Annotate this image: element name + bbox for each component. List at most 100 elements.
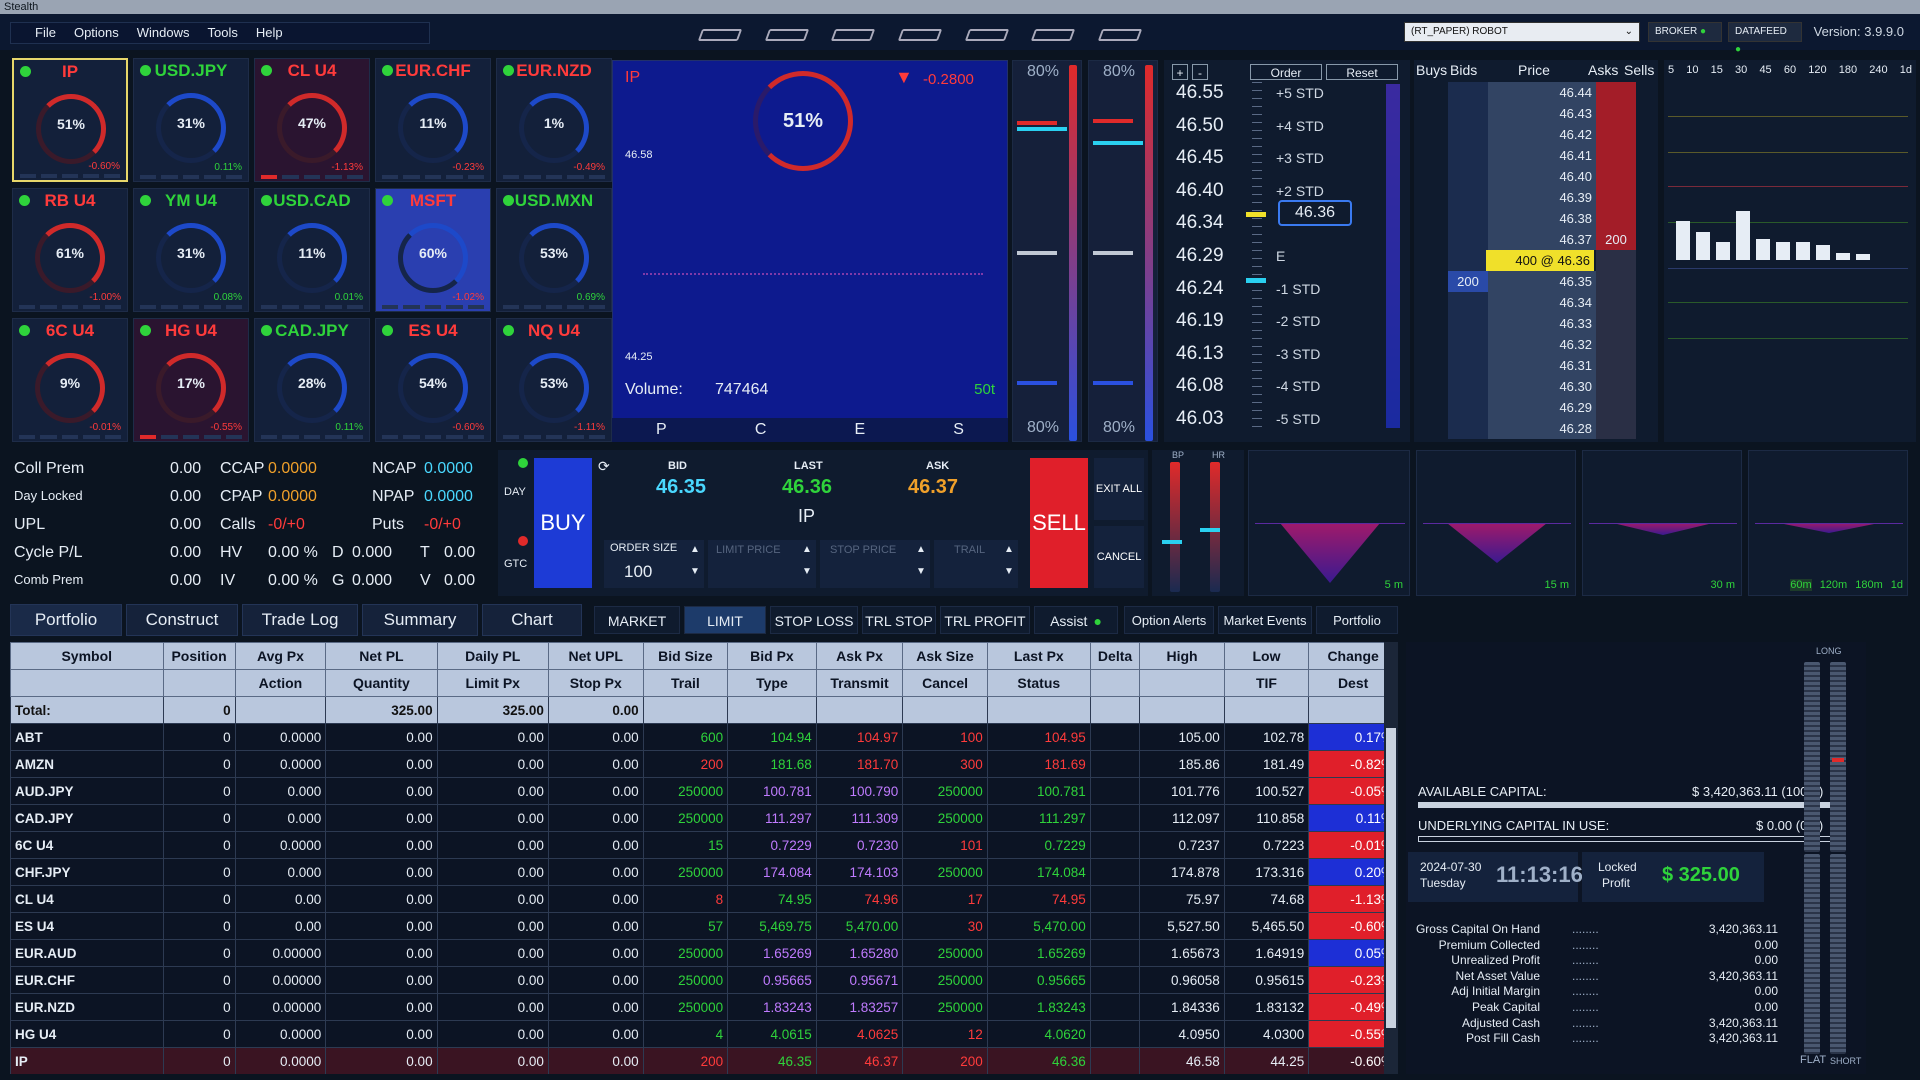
- column-header[interactable]: Low: [1223, 642, 1310, 670]
- period-label[interactable]: 30: [1735, 64, 1748, 76]
- book-row[interactable]: 46.32: [1414, 334, 1658, 355]
- book-row[interactable]: 46.41: [1414, 145, 1658, 166]
- column-header[interactable]: Transmit: [815, 669, 904, 697]
- column-header[interactable]: Net PL: [325, 642, 438, 670]
- period-label[interactable]: 240: [1869, 64, 1888, 76]
- order-tab-limit[interactable]: LIMIT: [684, 606, 766, 634]
- book-row[interactable]: 46.43: [1414, 103, 1658, 124]
- column-header[interactable]: Bid Px: [727, 642, 817, 670]
- order-tab-market[interactable]: MARKET: [594, 606, 680, 634]
- column-header[interactable]: Last Px: [986, 642, 1091, 670]
- cancel-button[interactable]: CANCEL: [1094, 526, 1144, 588]
- watch-tile[interactable]: RB U4 61% -1.00%: [12, 188, 128, 312]
- book-ask-cell[interactable]: [1596, 250, 1636, 271]
- watch-tile[interactable]: YM U4 31% 0.08%: [133, 188, 249, 312]
- buy-button[interactable]: BUY: [534, 458, 592, 588]
- book-bid-cell[interactable]: [1448, 166, 1488, 187]
- watch-tile[interactable]: EUR.CHF 11% -0.23%: [375, 58, 491, 182]
- ladder-price[interactable]: 46.34: [1176, 212, 1224, 234]
- ladder-price[interactable]: 46.19: [1176, 310, 1224, 332]
- order-tab-option-alerts[interactable]: Option Alerts: [1124, 606, 1214, 634]
- order-tab-trl-profit[interactable]: TRL PROFIT: [940, 606, 1030, 634]
- book-bid-cell[interactable]: [1448, 376, 1488, 397]
- tif-day[interactable]: DAY: [504, 486, 526, 498]
- order-tab-assist[interactable]: Assist ●: [1034, 606, 1118, 634]
- column-header[interactable]: Cancel: [902, 669, 988, 697]
- column-header[interactable]: Delta: [1089, 642, 1141, 670]
- column-header[interactable]: Net UPL: [547, 642, 644, 670]
- column-header[interactable]: [10, 669, 164, 697]
- column-header[interactable]: Trail: [642, 669, 729, 697]
- column-header[interactable]: Avg Px: [234, 642, 327, 670]
- ladder-price[interactable]: 46.03: [1176, 408, 1224, 429]
- ladder-order-button[interactable]: Order: [1250, 64, 1322, 80]
- ladder-price[interactable]: 46.08: [1176, 375, 1224, 397]
- watch-tile[interactable]: MSFT 60% -1.02%: [375, 188, 491, 312]
- column-header[interactable]: High: [1139, 642, 1225, 670]
- tab-trade-log[interactable]: Trade Log: [242, 604, 358, 636]
- book-ask-cell[interactable]: [1596, 376, 1636, 397]
- book-ask-cell[interactable]: [1596, 418, 1636, 439]
- watch-tile[interactable]: USD.MXN 53% 0.69%: [496, 188, 612, 312]
- tab-construct[interactable]: Construct: [126, 604, 238, 636]
- stepper-down-icon[interactable]: ▼: [690, 566, 700, 577]
- menu-file[interactable]: File: [35, 25, 56, 40]
- book-bid-cell[interactable]: [1448, 250, 1488, 271]
- table-row[interactable]: ABT 0 0.0000 0.00 0.00 0.00 600 104.94 104.97 100…: [10, 723, 1398, 751]
- ladder-price[interactable]: 46.40: [1176, 179, 1224, 201]
- menu-help[interactable]: Help: [255, 25, 283, 40]
- ladder-price[interactable]: 46.29: [1176, 245, 1224, 266]
- order-tab-market-events[interactable]: Market Events: [1218, 606, 1312, 634]
- column-header[interactable]: Type: [727, 669, 817, 697]
- order-tab-portfolio[interactable]: Portfolio: [1316, 606, 1398, 634]
- pces-s[interactable]: S: [953, 421, 964, 438]
- timeframe-chart[interactable]: 30 m: [1582, 450, 1742, 596]
- book-ask-cell[interactable]: [1596, 82, 1636, 103]
- book-bid-cell[interactable]: [1448, 103, 1488, 124]
- book-bid-cell[interactable]: [1448, 145, 1488, 166]
- table-scrollbar[interactable]: [1384, 642, 1398, 1074]
- order-tab-stop-loss[interactable]: STOP LOSS: [770, 606, 858, 634]
- watch-tile[interactable]: 6C U4 9% -0.01%: [12, 318, 128, 442]
- book-row[interactable]: 46.44: [1414, 82, 1658, 103]
- table-row[interactable]: HG U4 0 0.0000 0.00 0.00 0.00 4 4.0615 4.0625 12 4…: [10, 1020, 1398, 1048]
- stepper-down-icon[interactable]: ▼: [916, 566, 926, 577]
- column-header[interactable]: Limit Px: [436, 669, 549, 697]
- sell-button[interactable]: SELL: [1030, 458, 1088, 588]
- book-bid-cell[interactable]: [1448, 397, 1488, 418]
- book-row[interactable]: 46.30: [1414, 376, 1658, 397]
- tif-gtc[interactable]: GTC: [504, 558, 528, 570]
- scrollbar-thumb[interactable]: [1386, 728, 1396, 1028]
- timeframe-option[interactable]: 60m: [1790, 579, 1812, 591]
- table-row[interactable]: AMZN 0 0.0000 0.00 0.00 0.00 200 181.68 181.70 30…: [10, 750, 1398, 778]
- column-header[interactable]: Change: [1308, 642, 1398, 670]
- book-ask-cell[interactable]: [1596, 397, 1636, 418]
- book-ask-cell[interactable]: [1596, 103, 1636, 124]
- table-row[interactable]: CL U4 0 0.00 0.00 0.00 0.00 8 74.95 74.96 17 74.95…: [10, 885, 1398, 913]
- timeframe-chart[interactable]: 60m 120m 180m 1d: [1748, 450, 1908, 596]
- book-row[interactable]: 46.34: [1414, 292, 1658, 313]
- book-ask-cell[interactable]: [1596, 208, 1636, 229]
- period-label[interactable]: 5: [1668, 64, 1675, 76]
- zoom-out-button[interactable]: -: [1192, 64, 1208, 80]
- timeframe-option[interactable]: 1d: [1890, 579, 1903, 591]
- ladder-price[interactable]: 46.24: [1176, 277, 1224, 299]
- book-row[interactable]: 46.28: [1414, 418, 1658, 439]
- watch-tile[interactable]: EUR.NZD 1% -0.49%: [496, 58, 612, 182]
- period-label[interactable]: 15: [1710, 64, 1723, 76]
- book-bid-cell[interactable]: [1448, 313, 1488, 334]
- column-header[interactable]: TIF: [1223, 669, 1310, 697]
- period-label[interactable]: 120: [1808, 64, 1827, 76]
- order-size-field[interactable]: ORDER SIZE 100 ▲ ▼: [604, 540, 704, 588]
- order-tab-trl-stop[interactable]: TRL STOP: [862, 606, 936, 634]
- trail-field[interactable]: TRAIL ▲ ▼: [934, 540, 1018, 588]
- stop-price-field[interactable]: STOP PRICE ▲ ▼: [820, 540, 930, 588]
- refresh-icon[interactable]: ⟳: [598, 458, 610, 474]
- column-header[interactable]: Action: [234, 669, 327, 697]
- book-ask-cell[interactable]: [1596, 292, 1636, 313]
- ladder-price[interactable]: 46.50: [1176, 114, 1224, 136]
- zoom-in-button[interactable]: +: [1172, 64, 1188, 80]
- period-label[interactable]: 180: [1838, 64, 1858, 76]
- column-header[interactable]: [1089, 669, 1141, 697]
- pces-c[interactable]: C: [754, 421, 767, 438]
